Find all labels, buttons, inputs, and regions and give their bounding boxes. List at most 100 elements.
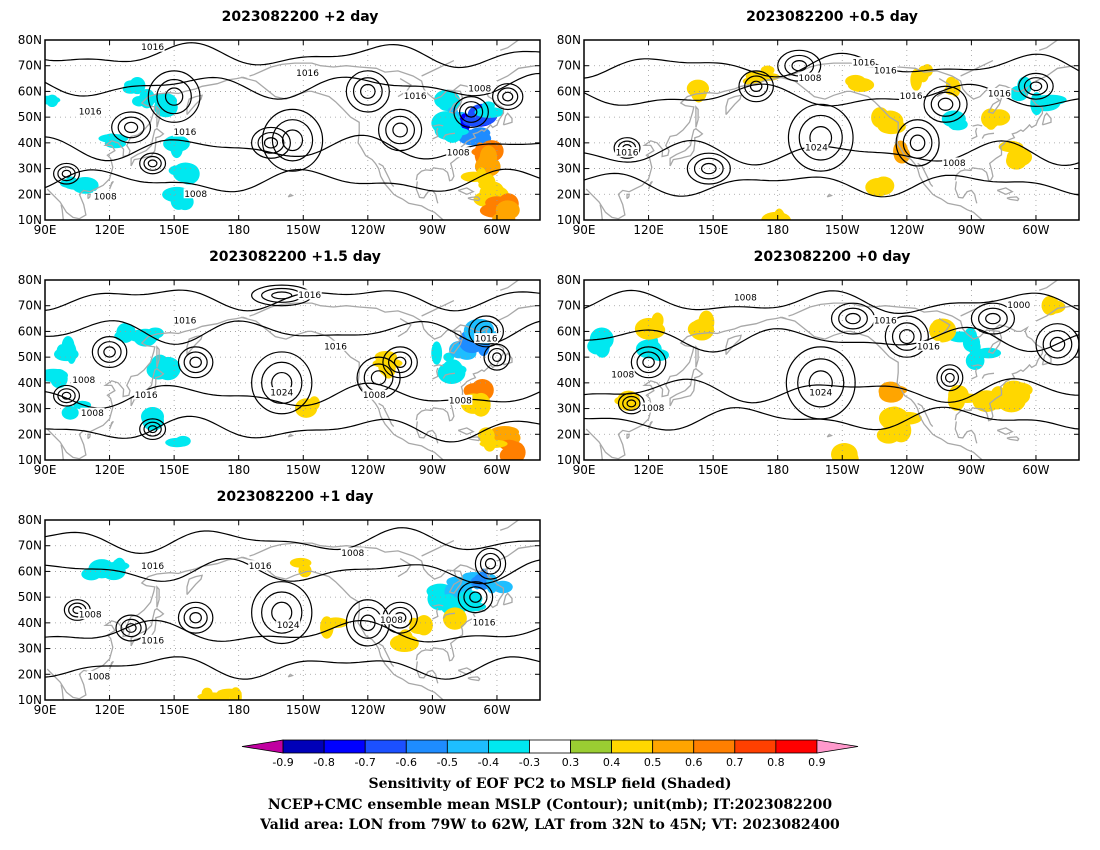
coastline [996,187,1014,196]
isobar [183,351,208,374]
sensitivity-patch [289,557,312,568]
isobar [584,52,1079,79]
coastline [156,105,160,128]
contour-label: 1024 [805,144,828,154]
lon-tick-label: 90W [419,703,446,717]
coastline [60,204,65,220]
lon-tick-label: 120W [350,463,385,477]
lon-tick-label: 150W [825,463,860,477]
lon-tick-label: 60W [483,703,510,717]
lat-tick-label: 20N [18,427,42,441]
isobar [189,356,202,368]
contour-label: 1016 [324,342,347,352]
isobar [1029,81,1043,92]
isobar [123,121,139,134]
isobar [360,83,376,99]
lat-tick-label: 60N [18,324,42,338]
coastline [954,421,978,444]
isobar [61,169,72,178]
coastline [788,302,1044,422]
sensitivity-patch [320,616,334,639]
lat-tick-label: 70N [557,59,581,73]
contour-label: 1016 [988,90,1011,100]
sensitivity-patch [140,406,165,427]
coastline [186,94,204,116]
contour-label: 1016 [874,317,897,327]
isobar [484,558,497,570]
isobar [143,421,162,437]
lon-tick-label: 150E [159,463,190,477]
sensitivity-patch [880,115,896,127]
contour-label: 1016 [616,149,639,159]
isobar [139,418,167,441]
coastline [156,345,160,368]
lon-tick-label: 120E [94,223,125,237]
sensitivity-patch [503,446,519,459]
isobar [930,91,961,117]
coastline [467,196,481,202]
colorbar-swatch [734,739,777,754]
lon-tick-label: 120W [889,223,924,237]
lon-tick-label: 90E [34,463,57,477]
lat-tick-label: 60N [18,84,42,98]
coastline [499,280,519,291]
isobar [45,289,540,312]
lon-tick-label: 120E [633,223,664,237]
lat-tick-label: 20N [557,187,581,201]
isobar [143,155,162,171]
isobar [53,162,81,185]
colorbar-label: -0.3 [519,756,540,769]
colorbar-label: 0.3 [562,756,580,769]
coastline [1038,280,1058,291]
isobar [464,106,478,118]
map-panel: 1016 1016 1008 1008 1016 1024 1008 1016 1008 [45,520,540,700]
sensitivity-patch [294,398,318,418]
lon-tick-label: 90E [34,223,57,237]
lon-tick-label: 120E [94,463,125,477]
coastline [971,367,978,380]
isobar [701,162,717,175]
sensitivity-patch [170,140,184,152]
coastline [46,316,248,460]
colorbar-label: -0.6 [396,756,417,769]
isobar [463,586,488,609]
coastline [669,127,704,167]
isobar [57,166,76,182]
coastline [457,187,475,196]
isobar [115,614,147,642]
sensitivity-patch [490,425,520,439]
isobar [613,137,641,159]
isobar [497,87,519,106]
isobar [970,302,1016,335]
coastline [669,367,704,407]
contour-label: 1008 [363,391,386,401]
sensitivity-patch [390,637,411,649]
sensitivity-patch [479,145,498,169]
coastline [287,193,295,198]
coastline [108,420,114,430]
isobar [884,315,929,358]
contour-label: 1008 [341,549,364,559]
lon-tick-label: 150W [286,463,321,477]
isobar [845,312,861,325]
isobar [693,157,724,180]
coastline [421,60,455,77]
coastline [108,180,114,190]
contour-label: 1016 [173,317,196,327]
sensitivity-patch [153,94,167,107]
lon-tick-label: 90W [419,463,446,477]
isobar [385,115,416,145]
contour-label: 1008 [943,159,966,169]
coastline [442,372,456,379]
colorbar-label: 0.5 [644,756,662,769]
panel-frame [583,279,1080,461]
coastline [1041,112,1052,126]
isobar [45,320,540,345]
panel-frame [583,39,1080,221]
lon-tick-label: 120E [633,463,664,477]
lon-tick-label: 150W [286,703,321,717]
coastline [1035,305,1075,322]
lat-tick-label: 20N [18,187,42,201]
isobar [686,152,731,185]
